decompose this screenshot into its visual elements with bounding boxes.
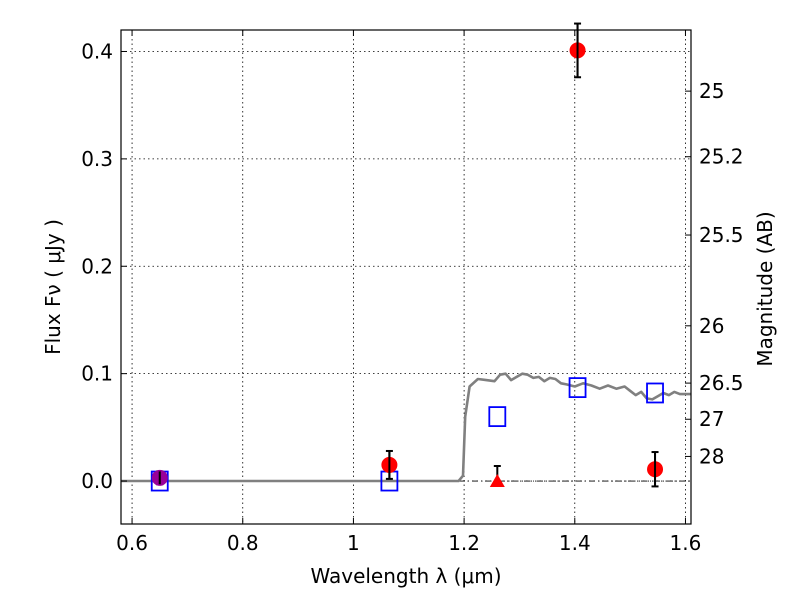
magnitude-tick-label: 26	[699, 314, 724, 338]
x-tick-label: 1.4	[559, 531, 591, 555]
magnitude-tick-label: 28	[699, 444, 724, 468]
magnitude-tick-label: 25.2	[699, 145, 744, 169]
magnitude-tick-label: 25	[699, 79, 724, 103]
y-tick-label: 0.0	[81, 469, 113, 493]
plot-area	[121, 22, 691, 492]
x-tick-label: 0.6	[116, 531, 148, 555]
y-tick-label: 0.3	[81, 147, 113, 171]
magnitude-tick-label: 26.5	[699, 371, 744, 395]
y-tick-label: 0.1	[81, 362, 113, 386]
model-spectrum-line	[121, 372, 691, 483]
upper-limit-triangle	[489, 474, 505, 488]
x-tick-label: 1.2	[448, 531, 480, 555]
y-axis-label: Flux Fν ( μJy )	[41, 219, 65, 355]
model-flux-square	[646, 382, 664, 404]
model-flux-square	[488, 406, 507, 428]
x-axis-label: Wavelength λ (μm)	[310, 564, 501, 588]
axes-frame	[120, 29, 692, 525]
magnitude-tick-label: 27	[699, 407, 724, 431]
axis-ticks: 0.6 0.8 1 1.2 1.4 1.6 0.0 0.1 0.2 0.3 0.4 25 25.2 25.…	[81, 30, 744, 555]
x-tick-label: 0.8	[227, 531, 259, 555]
x-tick-label: 1	[347, 531, 360, 555]
grid	[121, 30, 691, 524]
x-tick-label: 1.6	[670, 531, 702, 555]
y-tick-label: 0.2	[81, 254, 113, 278]
model-flux-square	[568, 377, 587, 399]
magnitude-tick-label: 25.5	[699, 223, 744, 247]
y-tick-label: 0.4	[81, 39, 113, 63]
right-axis-label: Magnitude (AB)	[753, 211, 777, 366]
